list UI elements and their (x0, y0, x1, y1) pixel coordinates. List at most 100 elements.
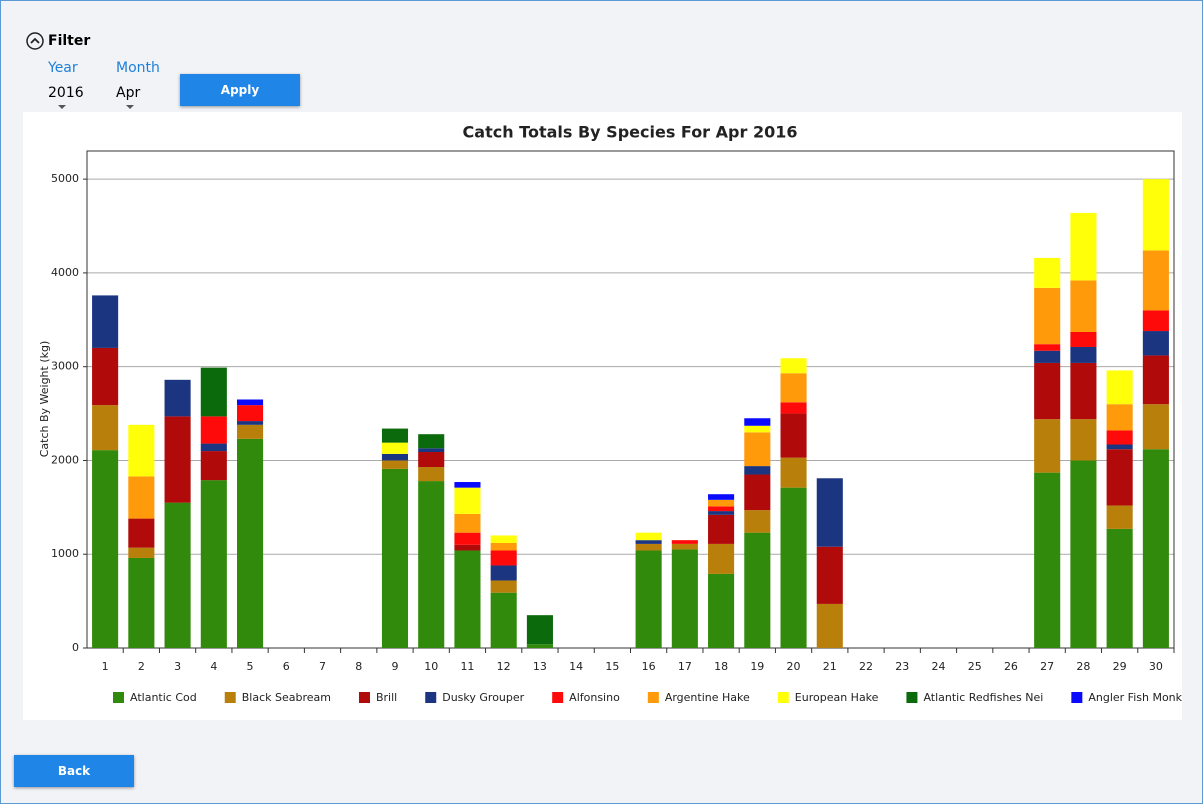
back-button[interactable]: Back (14, 755, 134, 787)
legend-label: Brill (376, 691, 397, 704)
bar-segment (490, 535, 517, 543)
x-tick-label: 21 (823, 660, 837, 673)
bar-segment (1142, 449, 1169, 648)
bar-segment (92, 295, 119, 348)
bar-segment (1034, 344, 1061, 351)
bar-segment (381, 428, 409, 443)
bar-segment (671, 549, 698, 648)
year-value: 2016 (48, 85, 84, 101)
bar-segment (128, 424, 155, 477)
bar-segment (418, 434, 445, 449)
bar-segment (454, 550, 481, 648)
bar-segment (418, 467, 445, 482)
bar-segment (1106, 370, 1133, 405)
legend-swatch (647, 692, 659, 703)
chart: Catch Totals By Species For Apr 2016 Cat… (38, 123, 1183, 705)
bar-segment (744, 432, 771, 467)
y-tick-label: 2000 (51, 453, 79, 466)
bar-segment (816, 603, 843, 648)
x-tick-label: 15 (605, 660, 619, 673)
bar-segment (200, 367, 227, 417)
bar-segment (164, 379, 191, 417)
bar-segment (1142, 179, 1169, 251)
legend-swatch (113, 692, 124, 703)
x-tick-label: 19 (750, 660, 764, 673)
y-axis-label: Catch By Weight (kg) (38, 341, 51, 458)
bar-segment (708, 499, 735, 507)
legend-label: European Hake (795, 691, 879, 704)
bar-segment (200, 451, 227, 481)
bar-segment (1142, 404, 1169, 450)
x-tick-label: 22 (859, 660, 873, 673)
bar-segment (1070, 419, 1097, 461)
x-tick-label: 14 (569, 660, 583, 673)
chart-panel: Catch Totals By Species For Apr 2016 Cat… (23, 112, 1183, 720)
bar-segment (454, 487, 481, 514)
bar-segment (1034, 287, 1061, 345)
bar-segment (780, 373, 807, 403)
x-tick-label: 30 (1149, 660, 1163, 673)
y-tick-label: 0 (72, 641, 79, 654)
legend-label: Atlantic Redfishes Nei (923, 691, 1043, 704)
bar-segment (635, 532, 662, 541)
x-tick-label: 7 (319, 660, 326, 673)
bar-segment (381, 460, 409, 469)
bar-segment (200, 480, 227, 648)
bar-segment (744, 532, 771, 648)
bar-segment (237, 424, 264, 439)
bar-segment (1142, 355, 1169, 405)
bar-segment (128, 547, 155, 558)
bar-segment (708, 494, 735, 500)
filter-title[interactable]: Filter (48, 33, 91, 49)
bar-segment (671, 540, 698, 544)
x-tick-label: 6 (283, 660, 290, 673)
y-tick-label: 1000 (51, 547, 79, 560)
bar-segment (744, 466, 771, 475)
legend-swatch (552, 692, 564, 703)
bar-segment (490, 542, 517, 551)
legend-label: Atlantic Cod (130, 691, 197, 704)
bar-segment (780, 413, 807, 458)
bar-segment (418, 452, 445, 468)
bar-segment (816, 546, 843, 604)
legend-label: Alfonsino (569, 691, 620, 704)
bar-segment (381, 468, 409, 648)
bar-segment (708, 506, 735, 512)
apply-button[interactable]: Apply (180, 74, 300, 106)
x-tick-label: 9 (391, 660, 398, 673)
bar-segment (1106, 430, 1133, 445)
bar-segment (1142, 250, 1169, 311)
bar-segment (164, 416, 191, 503)
bar-segment (816, 478, 843, 547)
bar-segment (708, 573, 735, 648)
bar-segment (1070, 460, 1097, 648)
x-tick-label: 2 (138, 660, 145, 673)
x-tick-label: 23 (895, 660, 909, 673)
bar-segment (454, 482, 481, 488)
bar-segment (1034, 350, 1061, 363)
collapse-icon[interactable] (25, 31, 45, 51)
legend-swatch (358, 692, 370, 703)
bar-segment (635, 550, 662, 648)
bar-segment (200, 443, 227, 452)
bar-segment (200, 416, 227, 444)
bar-segment (1070, 280, 1097, 332)
bar-segment (635, 540, 662, 544)
bar-segment (708, 514, 735, 544)
bar-segment (237, 405, 264, 422)
legend-swatch (1071, 692, 1083, 703)
bar-segment (128, 476, 155, 519)
x-tick-label: 25 (968, 660, 982, 673)
legend-label: Black Seabream (242, 691, 331, 704)
bar-segment (635, 543, 662, 551)
bar-segment (1070, 331, 1097, 347)
bar-segment (164, 502, 191, 648)
legend-label: Dusky Grouper (442, 691, 524, 704)
bar-segment (237, 421, 264, 425)
bar-segment (744, 510, 771, 533)
bar-segment (1142, 331, 1169, 356)
bar-segment (490, 592, 517, 648)
bar-segment (1106, 404, 1133, 431)
bar-segment (1034, 472, 1061, 648)
bar-segment (708, 543, 735, 574)
